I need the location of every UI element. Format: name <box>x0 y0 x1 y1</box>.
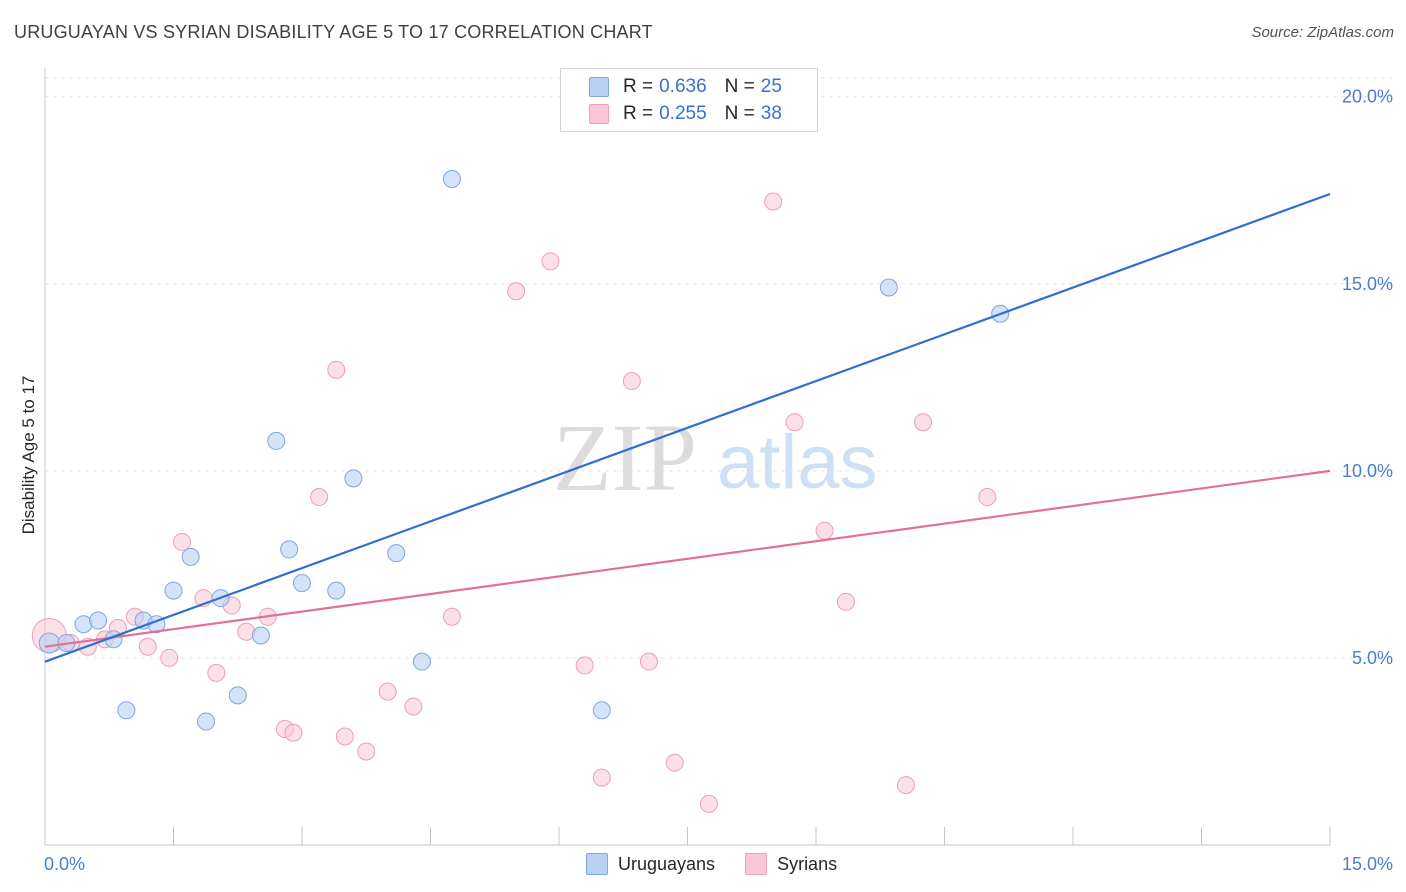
syrians-point <box>978 488 997 507</box>
r-value: 0.255 <box>659 103 707 124</box>
y-tick-label: 15.0% <box>1342 274 1393 294</box>
r-value: 0.636 <box>659 76 707 97</box>
syrians-point <box>785 413 804 432</box>
tick-labels: 5.0% 10.0% 15.0% 20.0% 0.0% 15.0% <box>44 87 1393 874</box>
legend-item-syrians: Syrians <box>745 853 837 875</box>
uruguayans-point <box>164 581 183 600</box>
syrians-point <box>592 768 611 787</box>
syrians-point <box>404 697 423 716</box>
syrians-trend-line <box>44 469 1331 648</box>
legend-label-uruguayans: Uruguayans <box>618 853 716 874</box>
trend-lines <box>44 192 1331 663</box>
syrians-point <box>442 607 461 626</box>
syrians-point <box>173 532 192 551</box>
n-label: N = <box>724 76 755 97</box>
syrians-point <box>541 252 560 271</box>
uruguayans-swatch <box>589 77 609 97</box>
uruguayans-point <box>387 544 406 563</box>
uruguayans-point <box>38 632 60 654</box>
watermark-atlas: atlas <box>717 420 878 505</box>
syrians-point <box>699 794 718 813</box>
watermark: ZIP atlas <box>553 404 878 511</box>
uruguayans-point <box>117 701 136 720</box>
chart-title: URUGUAYAN VS SYRIAN DISABILITY AGE 5 TO … <box>14 22 653 42</box>
syrians-point <box>327 360 346 379</box>
uruguayans-point <box>592 701 611 720</box>
r-label: R = <box>623 103 654 124</box>
syrians-point <box>138 637 157 656</box>
legend-row-syrians: R = 0.255 N = 38 <box>589 102 782 126</box>
uruguayans-point <box>280 540 299 559</box>
syrians-point <box>207 663 226 682</box>
syrians-point <box>507 282 526 301</box>
uruguayans-point <box>442 170 461 189</box>
syrians-point <box>914 413 933 432</box>
series-legend: Uruguayans Syrians <box>586 852 867 876</box>
syrians-point <box>622 372 641 391</box>
stats-legend: R = 0.636 N = 25 R = 0.255 N = 38 <box>560 68 818 132</box>
syrians-point <box>357 742 376 761</box>
uruguayans-point <box>267 431 286 450</box>
syrians-point <box>284 723 303 742</box>
syrians-point <box>639 652 658 671</box>
syrians-point <box>160 648 179 667</box>
syrians-swatch <box>745 853 768 875</box>
uruguayans-point <box>327 581 346 600</box>
syrians-point <box>665 753 684 772</box>
syrians-point <box>310 488 329 507</box>
legend-row-uruguayans: R = 0.636 N = 25 <box>589 75 782 99</box>
uruguayans-point <box>181 547 200 566</box>
gridlines <box>45 77 1392 659</box>
x-tick-label: 15.0% <box>1342 854 1393 874</box>
syrians-point <box>378 682 397 701</box>
legend-label-syrians: Syrians <box>777 853 838 874</box>
x-tick-label: 0.0% <box>44 854 85 874</box>
y-tick-label: 5.0% <box>1352 648 1393 668</box>
source-credit: Source: ZipAtlas.com <box>1251 24 1394 41</box>
axes <box>44 68 1331 846</box>
uruguayans-point <box>412 652 431 671</box>
uruguayans-point <box>293 574 311 593</box>
y-tick-label: 20.0% <box>1342 87 1393 107</box>
syrians-point <box>575 656 594 675</box>
n-value: 25 <box>760 76 782 97</box>
watermark-zip: ZIP <box>553 404 697 511</box>
y-axis-label: Disability Age 5 to 17 <box>19 376 38 535</box>
uruguayans-point <box>89 611 108 630</box>
syrians-point <box>896 776 915 795</box>
y-tick-label: 10.0% <box>1342 461 1393 481</box>
syrians-point <box>836 592 855 611</box>
syrians-point <box>815 521 834 540</box>
legend-item-uruguayans: Uruguayans <box>586 853 715 875</box>
uruguayans-trend-line <box>44 192 1331 663</box>
uruguayans-point <box>228 686 247 705</box>
syrians-point <box>335 727 354 746</box>
n-value: 38 <box>760 103 782 124</box>
uruguayans-point <box>879 278 898 297</box>
uruguayans-point <box>344 469 363 488</box>
syrians-swatch <box>589 104 609 124</box>
uruguayans-swatch <box>586 853 608 875</box>
uruguayans-point <box>197 712 216 731</box>
n-label: N = <box>724 103 755 124</box>
r-label: R = <box>623 76 654 97</box>
syrians-point <box>764 192 783 211</box>
uruguayans-point <box>251 626 270 645</box>
